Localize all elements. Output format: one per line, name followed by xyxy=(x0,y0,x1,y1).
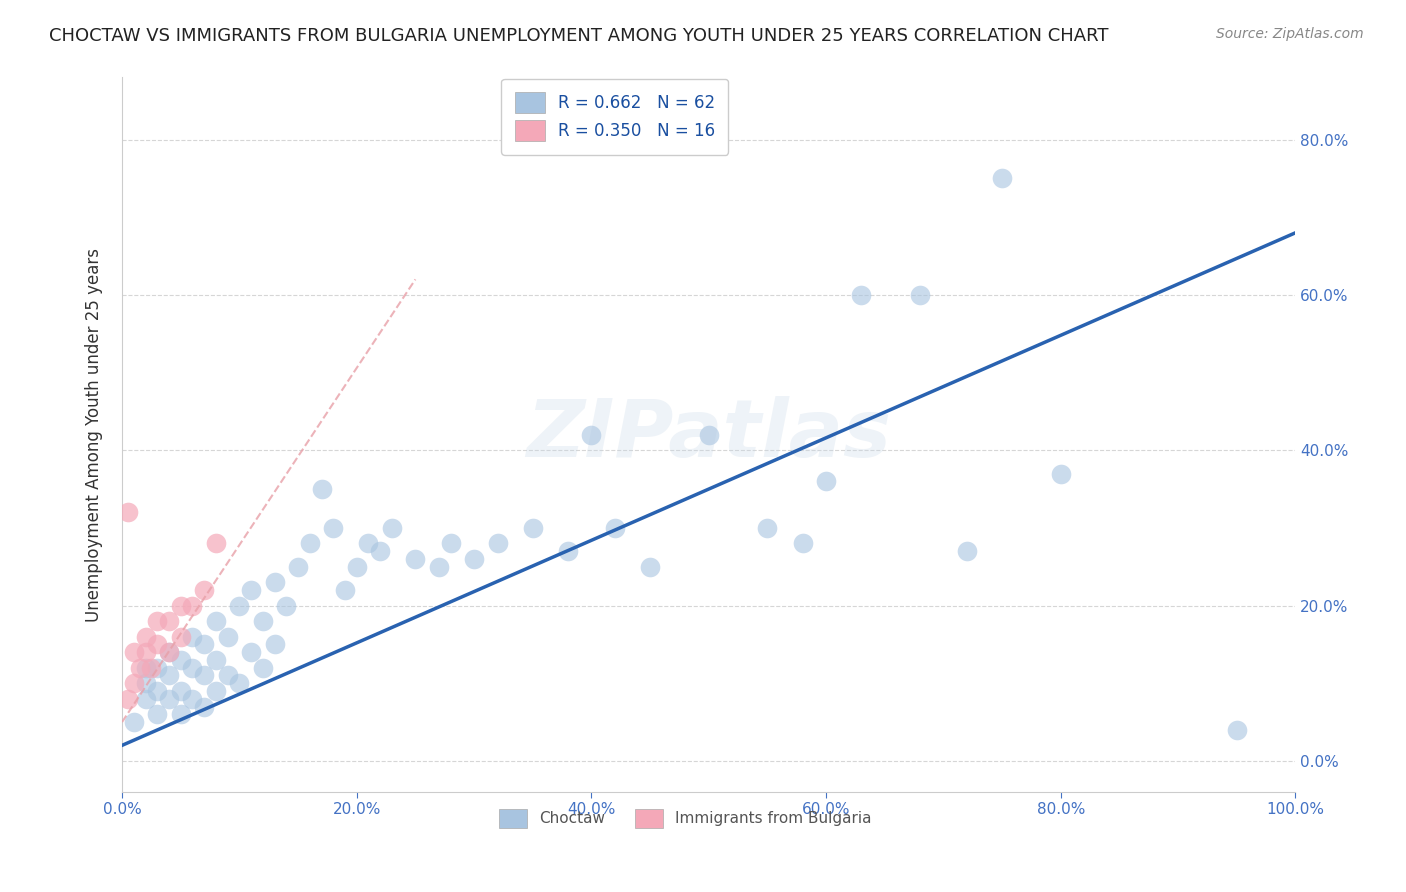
Point xyxy=(157,691,180,706)
Point xyxy=(322,521,344,535)
Point xyxy=(851,288,873,302)
Point xyxy=(486,536,509,550)
Point xyxy=(134,630,156,644)
Point xyxy=(333,582,356,597)
Point xyxy=(463,552,485,566)
Point xyxy=(170,599,193,613)
Point xyxy=(252,614,274,628)
Point xyxy=(298,536,321,550)
Point xyxy=(205,614,228,628)
Point xyxy=(193,582,215,597)
Legend: Choctaw, Immigrants from Bulgaria: Choctaw, Immigrants from Bulgaria xyxy=(494,803,877,834)
Point xyxy=(193,637,215,651)
Point xyxy=(228,676,250,690)
Point xyxy=(117,691,139,706)
Point xyxy=(117,505,139,519)
Point xyxy=(134,676,156,690)
Text: ZIPatlas: ZIPatlas xyxy=(526,396,891,474)
Point xyxy=(756,521,779,535)
Point xyxy=(193,668,215,682)
Point xyxy=(908,288,931,302)
Point xyxy=(146,684,169,698)
Point xyxy=(240,582,263,597)
Point xyxy=(697,427,720,442)
Point xyxy=(240,645,263,659)
Point xyxy=(1049,467,1071,481)
Point xyxy=(170,653,193,667)
Text: CHOCTAW VS IMMIGRANTS FROM BULGARIA UNEMPLOYMENT AMONG YOUTH UNDER 25 YEARS CORR: CHOCTAW VS IMMIGRANTS FROM BULGARIA UNEM… xyxy=(49,27,1109,45)
Point xyxy=(146,637,169,651)
Point xyxy=(205,684,228,698)
Text: Source: ZipAtlas.com: Source: ZipAtlas.com xyxy=(1216,27,1364,41)
Point xyxy=(181,691,204,706)
Point xyxy=(404,552,426,566)
Point xyxy=(122,645,145,659)
Point xyxy=(276,599,298,613)
Point xyxy=(146,707,169,722)
Point xyxy=(122,676,145,690)
Point xyxy=(381,521,404,535)
Point xyxy=(581,427,603,442)
Point xyxy=(439,536,461,550)
Point xyxy=(522,521,544,535)
Point xyxy=(263,575,285,590)
Point xyxy=(217,630,239,644)
Point xyxy=(181,661,204,675)
Point xyxy=(181,630,204,644)
Point xyxy=(205,536,228,550)
Point xyxy=(228,599,250,613)
Point xyxy=(346,559,368,574)
Point xyxy=(157,614,180,628)
Point xyxy=(252,661,274,675)
Point xyxy=(134,645,156,659)
Point xyxy=(157,645,180,659)
Point xyxy=(557,544,579,558)
Point xyxy=(170,684,193,698)
Point xyxy=(956,544,979,558)
Point xyxy=(603,521,626,535)
Point xyxy=(122,714,145,729)
Point xyxy=(991,171,1014,186)
Point xyxy=(792,536,814,550)
Point xyxy=(157,645,180,659)
Point xyxy=(181,599,204,613)
Point xyxy=(128,661,150,675)
Point xyxy=(1226,723,1249,737)
Point xyxy=(217,668,239,682)
Point xyxy=(141,661,163,675)
Point xyxy=(193,699,215,714)
Point xyxy=(638,559,661,574)
Point xyxy=(134,661,156,675)
Point xyxy=(427,559,450,574)
Point xyxy=(205,653,228,667)
Point xyxy=(815,475,838,489)
Y-axis label: Unemployment Among Youth under 25 years: Unemployment Among Youth under 25 years xyxy=(86,248,103,622)
Point xyxy=(287,559,309,574)
Point xyxy=(146,614,169,628)
Point xyxy=(368,544,391,558)
Point xyxy=(263,637,285,651)
Point xyxy=(357,536,380,550)
Point xyxy=(134,691,156,706)
Point xyxy=(170,630,193,644)
Point xyxy=(311,482,333,496)
Point xyxy=(146,661,169,675)
Point xyxy=(170,707,193,722)
Point xyxy=(157,668,180,682)
